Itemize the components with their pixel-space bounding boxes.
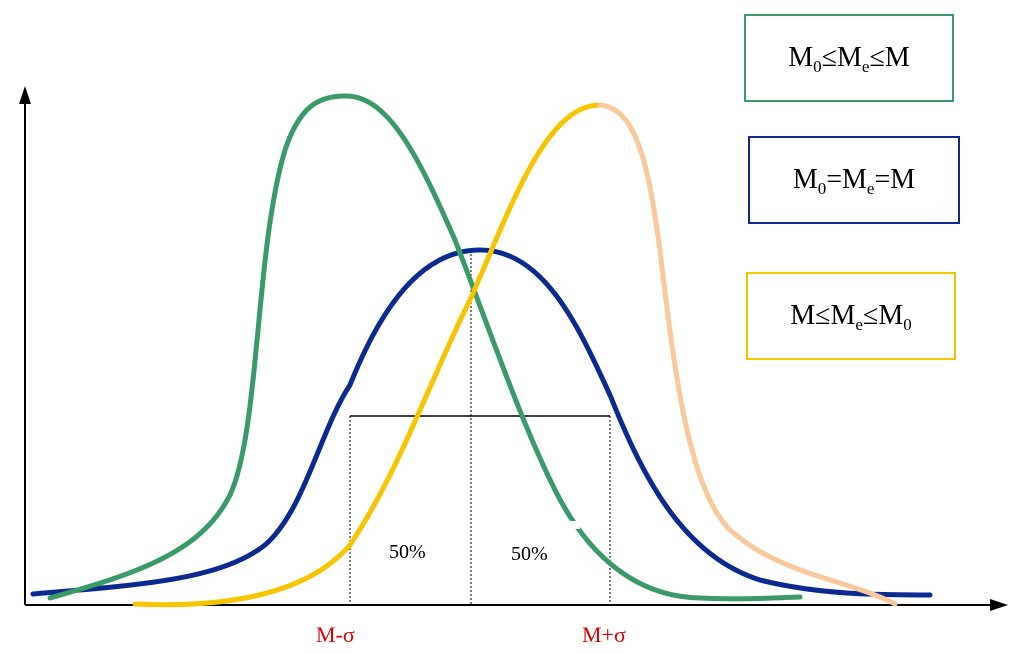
- legend-yellow-box: M≤Me≤M0: [746, 272, 956, 360]
- right-sigma-label: M+σ: [582, 622, 626, 647]
- blue-curve: [30, 247, 933, 598]
- yellow-curve: [132, 102, 603, 608]
- peach-curve: [597, 102, 898, 607]
- legend-green-box: M0≤Me≤M: [744, 14, 954, 102]
- legend-yellow-text: M≤Me≤M0: [790, 300, 912, 334]
- left-sigma-label: M-σ: [316, 622, 355, 647]
- y-axis-arrow: [19, 86, 31, 104]
- curve-gap: [568, 521, 580, 529]
- x-axis-arrow: [990, 599, 1008, 611]
- legend-blue-text: M0=Me=M: [792, 164, 916, 198]
- pct-left-label: 50%: [389, 541, 426, 563]
- legend-blue-box: M0=Me=M: [748, 136, 960, 224]
- legend-green-text: M0≤Me≤M: [788, 42, 910, 76]
- pct-right-label: 50%: [511, 543, 548, 565]
- green-curve: [47, 93, 803, 602]
